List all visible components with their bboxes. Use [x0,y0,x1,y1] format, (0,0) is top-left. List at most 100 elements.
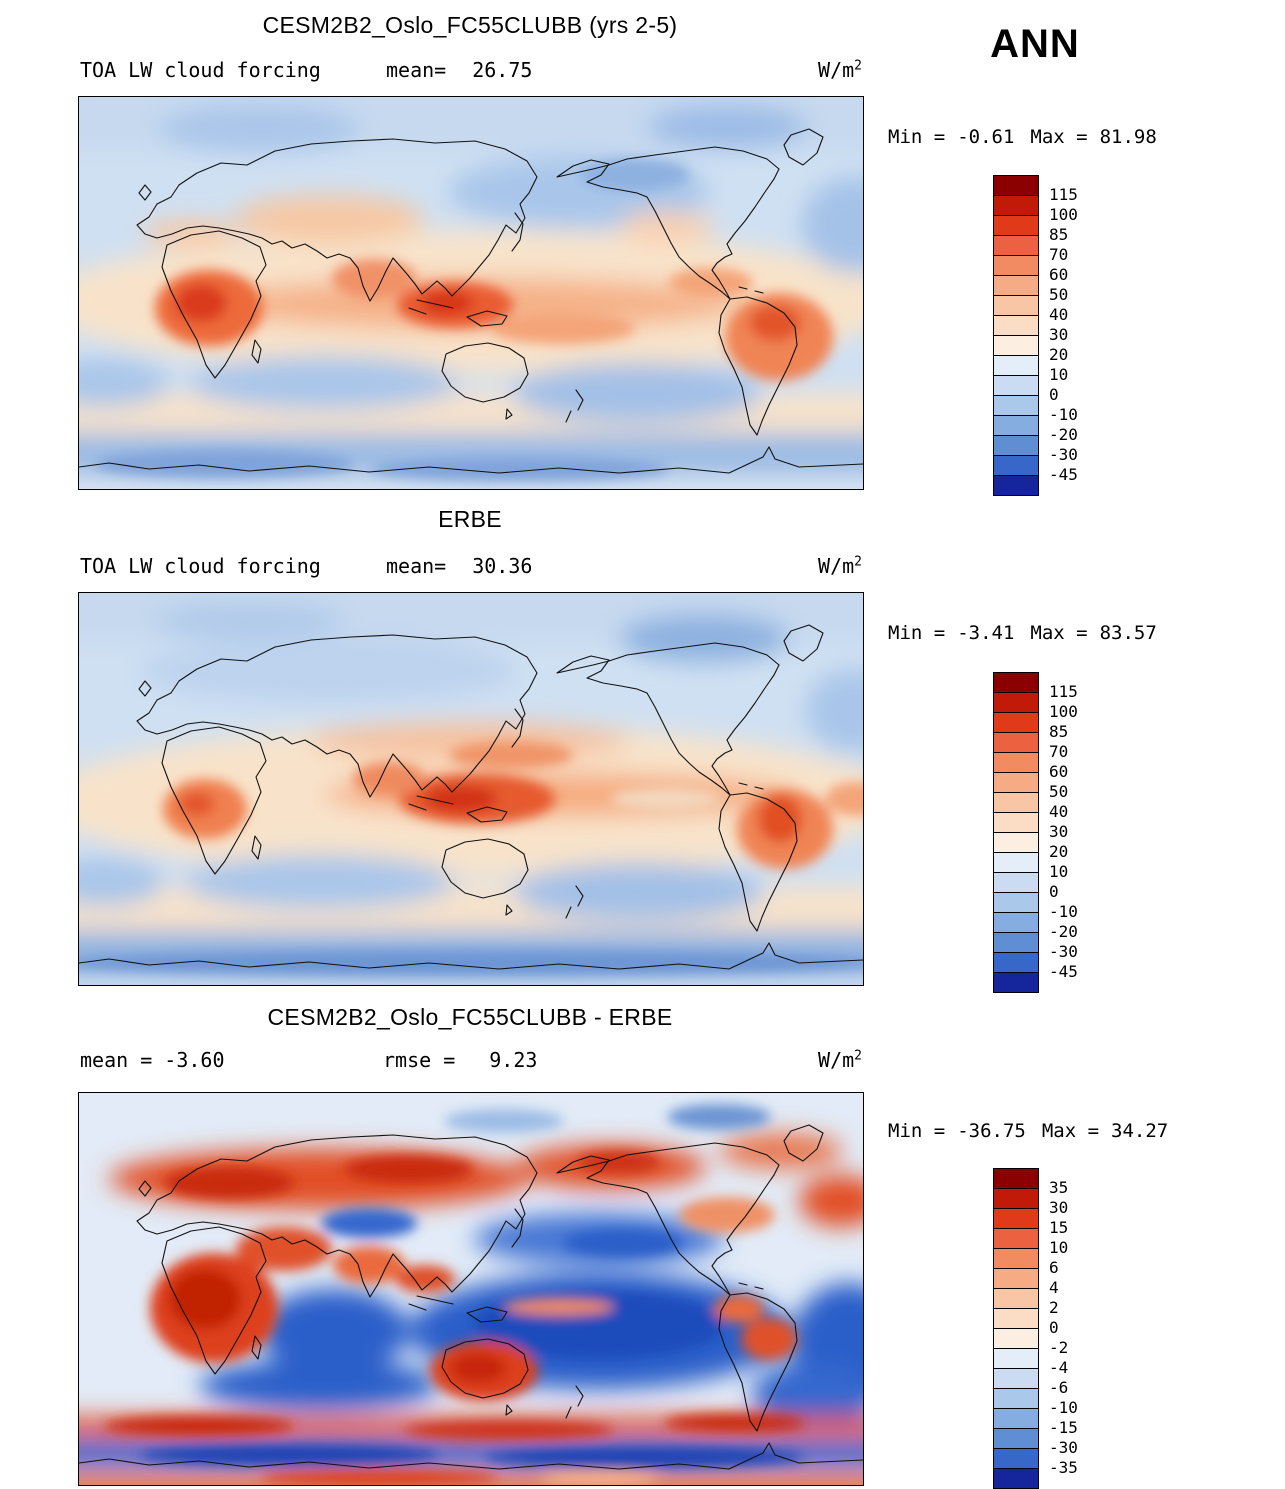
colorbar-tick-label: -35 [1049,1458,1078,1477]
colorbar-tick-label: 115 [1049,185,1078,204]
colorbar-cell [994,176,1038,195]
colorbar-cell [994,1308,1038,1328]
colorbar-cell [994,952,1038,972]
colorbar-tick-label: -10 [1049,1398,1078,1417]
colorbar-cell [994,1408,1038,1428]
colorbar-cell [994,932,1038,952]
min-value: -3.41 [957,622,1015,644]
colorbar-tick-label: 100 [1049,702,1078,721]
colorbar-cells [993,672,1039,993]
colorbar-tick-label: 35 [1049,1178,1069,1197]
colorbar-tick-label: 50 [1049,285,1069,304]
colorbar-cell [994,1188,1038,1208]
min-label: Min = [888,622,946,644]
max-value: 81.98 [1099,126,1157,148]
colorbar-tick-label: -45 [1049,962,1078,981]
colorbar-tick-label: 20 [1049,842,1069,861]
colorbar-cell [994,972,1038,992]
colorbar-tick-label: -30 [1049,1438,1078,1457]
colorbar-tick-label: 40 [1049,802,1069,821]
colorbar-tick-label: -6 [1049,1378,1069,1397]
colorbar-tick-label: 70 [1049,245,1069,264]
obs-colorbar: 115 100 85 70 60 50 40 30 20 10 0 -10 -20 -30 -45 [993,672,1123,993]
panel-diff-header: mean = -3.60 rmse = 9.23 W/m2 [78,1048,862,1074]
colorbar-tick-label: -30 [1049,445,1078,464]
colorbar-tick-label: 85 [1049,722,1069,741]
colorbar-tick-label: 70 [1049,742,1069,761]
colorbar-tick-label: -2 [1049,1338,1069,1357]
colorbar-cell [994,295,1038,315]
max-label: Max = [1030,622,1088,644]
colorbar-tick-label: 4 [1049,1278,1059,1297]
model-map [78,96,864,490]
colorbar-cell [994,1388,1038,1408]
panel-model-header: TOA LW cloud forcing mean= 26.75 W/m2 [78,58,862,84]
rmse-value: 9.23 [489,1048,538,1072]
field-label: TOA LW cloud forcing [80,58,321,82]
colorbar-cell [994,375,1038,395]
mean-value: 30.36 [472,554,533,578]
colorbar-tick-label: 15 [1049,1218,1069,1237]
max-value: 83.57 [1099,622,1157,644]
panel-obs-header: TOA LW cloud forcing mean= 30.36 W/m2 [78,554,862,580]
field-label: TOA LW cloud forcing [80,554,321,578]
colorbar-tick-label: 85 [1049,225,1069,244]
max-value: 34.27 [1111,1120,1169,1142]
colorbar-cell [994,1368,1038,1388]
colorbar-tick-label: 0 [1049,882,1059,901]
colorbar-cell [994,912,1038,932]
colorbar-tick-label: -15 [1049,1418,1078,1437]
mean-label: mean= [386,554,447,578]
panel-model-title: CESM2B2_Oslo_FC55CLUBB (yrs 2-5) [262,12,678,38]
panel-diff-title: CESM2B2_Oslo_FC55CLUBB - ERBE [267,1004,673,1030]
min-label: Min = [888,1120,946,1142]
colorbar-cell [994,812,1038,832]
colorbar-cell [994,792,1038,812]
colorbar-cell [994,335,1038,355]
colorbar-cell [994,455,1038,475]
rmse-stat: rmse = 9.23 [383,1048,537,1072]
colorbar-tick-label: -4 [1049,1358,1069,1377]
colorbar-cell [994,1428,1038,1448]
colorbar-cell [994,1328,1038,1348]
max-label: Max = [1030,126,1088,148]
colorbar-cell [994,195,1038,215]
diff-minmax: Min = -36.75 Max = 34.27 [888,1120,1218,1142]
colorbar-tick-label: 100 [1049,205,1078,224]
diff-map-svg [79,1093,863,1485]
min-label: Min = [888,126,946,148]
colorbar-cell [994,712,1038,732]
mean-label: mean= [386,58,447,82]
season-label: ANN [990,22,1080,66]
colorbar-cell [994,275,1038,295]
mean-stat: mean= 26.75 [386,58,532,82]
colorbar-cell [994,475,1038,495]
diff-map [78,1092,864,1486]
colorbar-tick-label: 0 [1049,1318,1059,1337]
mean-stat: mean = -3.60 [80,1048,225,1072]
colorbar-tick-labels: 115 100 85 70 60 50 40 30 20 10 0 -10 -20 -30 -45 [1049,672,1119,992]
min-value: -0.61 [957,126,1015,148]
model-minmax: Min = -0.61 Max = 81.98 [888,126,1218,148]
mean-label: mean = [80,1048,153,1072]
colorbar-cell [994,692,1038,712]
panel-obs-title: ERBE [438,506,502,532]
colorbar-cell [994,1169,1038,1188]
colorbar-tick-label: 30 [1049,325,1069,344]
obs-minmax: Min = -3.41 Max = 83.57 [888,622,1218,644]
colorbar-cell [994,1468,1038,1488]
colorbar-cell [994,1348,1038,1368]
obs-map [78,592,864,986]
colorbar-tick-label: 10 [1049,365,1069,384]
colorbar-cell [994,415,1038,435]
units-label: W/m2 [818,554,862,578]
colorbar-cell [994,395,1038,415]
colorbar-cell [994,355,1038,375]
model-colorbar: 115 100 85 70 60 50 40 30 20 10 0 -10 -20 -30 -45 [993,175,1123,496]
colorbar-cell [994,892,1038,912]
mean-value: -3.60 [164,1048,225,1072]
min-value: -36.75 [957,1120,1026,1142]
colorbar-cell [994,255,1038,275]
colorbar-cell [994,315,1038,335]
colorbar-cell [994,872,1038,892]
